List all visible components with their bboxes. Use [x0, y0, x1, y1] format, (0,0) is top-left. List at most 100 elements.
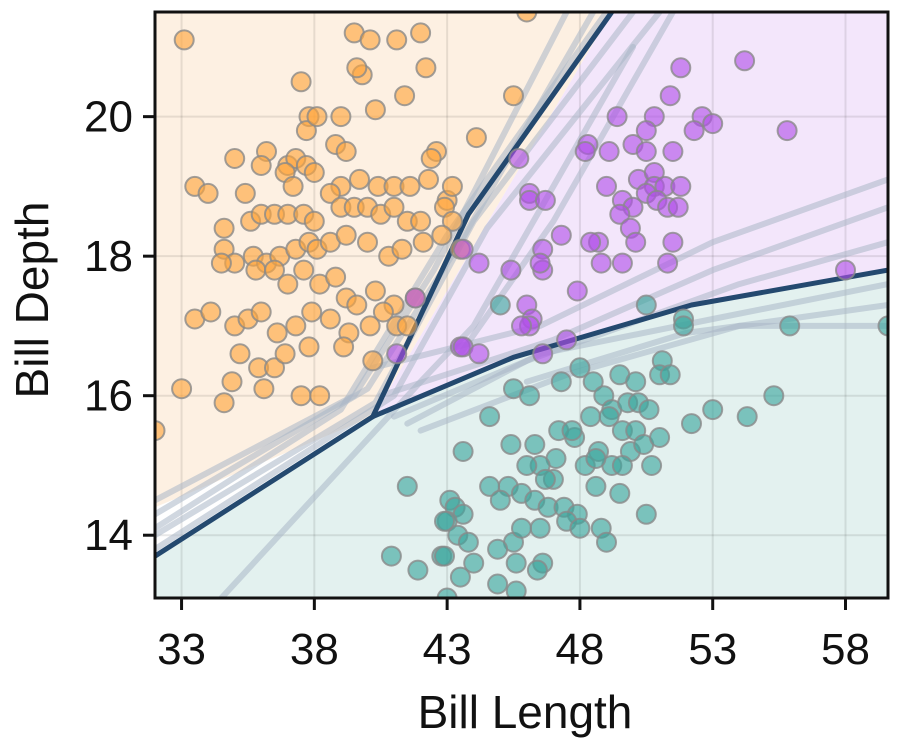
main-boundary-3 [370, 267, 888, 420]
point-orange [399, 175, 421, 197]
point-teal [534, 468, 556, 490]
point-orange [309, 385, 331, 407]
x-tick-label: 48 [555, 625, 604, 674]
point-purple [511, 315, 532, 337]
point-purple [635, 141, 657, 162]
point-orange [431, 224, 453, 246]
point-teal [479, 475, 501, 497]
point-purple [404, 287, 426, 309]
region-teal [155, 270, 888, 598]
point-teal [659, 364, 681, 386]
point-orange [410, 22, 432, 44]
x-axis-label: Bill Length [418, 686, 633, 738]
point-orange [346, 57, 368, 79]
sample-boundary-line [417, 302, 888, 434]
point-orange [295, 120, 317, 142]
point-purple [609, 203, 631, 225]
point-orange [396, 315, 418, 337]
point-orange [357, 231, 378, 253]
point-orange [264, 357, 285, 379]
point-orange [303, 210, 325, 232]
point-purple [574, 141, 596, 162]
main-boundary-1 [155, 414, 376, 559]
point-purple [550, 224, 572, 246]
point-purple [670, 57, 692, 79]
point-purple [702, 113, 724, 135]
point-teal [463, 552, 485, 574]
point-orange [325, 266, 347, 288]
point-teal [479, 406, 501, 428]
point-orange [253, 378, 275, 400]
point-purple [532, 343, 554, 365]
point-purple [734, 50, 756, 72]
point-orange [224, 148, 246, 169]
point-orange [330, 106, 352, 128]
point-orange [277, 273, 299, 295]
plot-frame [153, 10, 890, 600]
point-teal [489, 489, 511, 511]
point-purple [657, 252, 679, 274]
point-orange [391, 238, 413, 260]
sample-boundary-line [218, 43, 636, 598]
point-orange [301, 301, 323, 323]
point-orange [410, 210, 432, 232]
point-teal [598, 406, 620, 428]
point-teal [511, 517, 532, 539]
point-orange [412, 231, 434, 253]
point-purple [835, 259, 856, 281]
point-orange [359, 315, 381, 337]
point-orange [420, 148, 442, 169]
point-teal [673, 315, 694, 337]
point-orange [415, 57, 437, 79]
point-purple [500, 259, 522, 281]
scatter-points [155, 12, 888, 598]
point-teal [407, 559, 429, 581]
point-teal [526, 559, 548, 581]
point-teal [516, 455, 538, 476]
point-teal [487, 538, 509, 560]
point-teal [596, 531, 617, 553]
point-purple [662, 231, 684, 253]
point-purple [556, 329, 578, 351]
point-orange [298, 336, 320, 358]
point-orange [319, 182, 341, 204]
y-axis-label: Bill Depth [6, 202, 58, 399]
point-orange [221, 371, 243, 393]
point-teal [779, 315, 801, 337]
point-teal [449, 566, 471, 588]
point-orange [306, 106, 328, 128]
point-purple [508, 148, 530, 169]
point-teal [638, 399, 660, 421]
point-teal [489, 294, 511, 316]
point-orange [155, 420, 166, 442]
point-purple [566, 280, 588, 302]
point-teal [877, 315, 888, 337]
sample-boundary-line [377, 204, 888, 399]
sample-boundary-line [404, 281, 888, 427]
point-teal [569, 357, 591, 379]
point-purple [683, 120, 705, 142]
point-teal [380, 545, 402, 567]
point-orange [362, 350, 384, 372]
point-teal [585, 448, 607, 469]
point-purple [529, 252, 551, 274]
point-orange [282, 175, 304, 197]
point-orange [200, 301, 222, 323]
point-orange [250, 301, 272, 323]
point-orange [303, 162, 325, 183]
point-orange [213, 217, 235, 239]
point-purple [468, 343, 490, 365]
point-orange [319, 308, 341, 330]
point-teal [580, 406, 602, 428]
point-purple [670, 175, 692, 197]
point-orange [293, 259, 315, 281]
point-purple [625, 231, 647, 253]
point-purple [667, 196, 689, 218]
point-teal [487, 573, 509, 595]
point-teal [457, 531, 479, 553]
point-teal [500, 434, 522, 455]
point-teal [649, 427, 671, 448]
point-teal [561, 420, 583, 442]
point-orange [245, 259, 267, 281]
point-teal [736, 406, 758, 428]
